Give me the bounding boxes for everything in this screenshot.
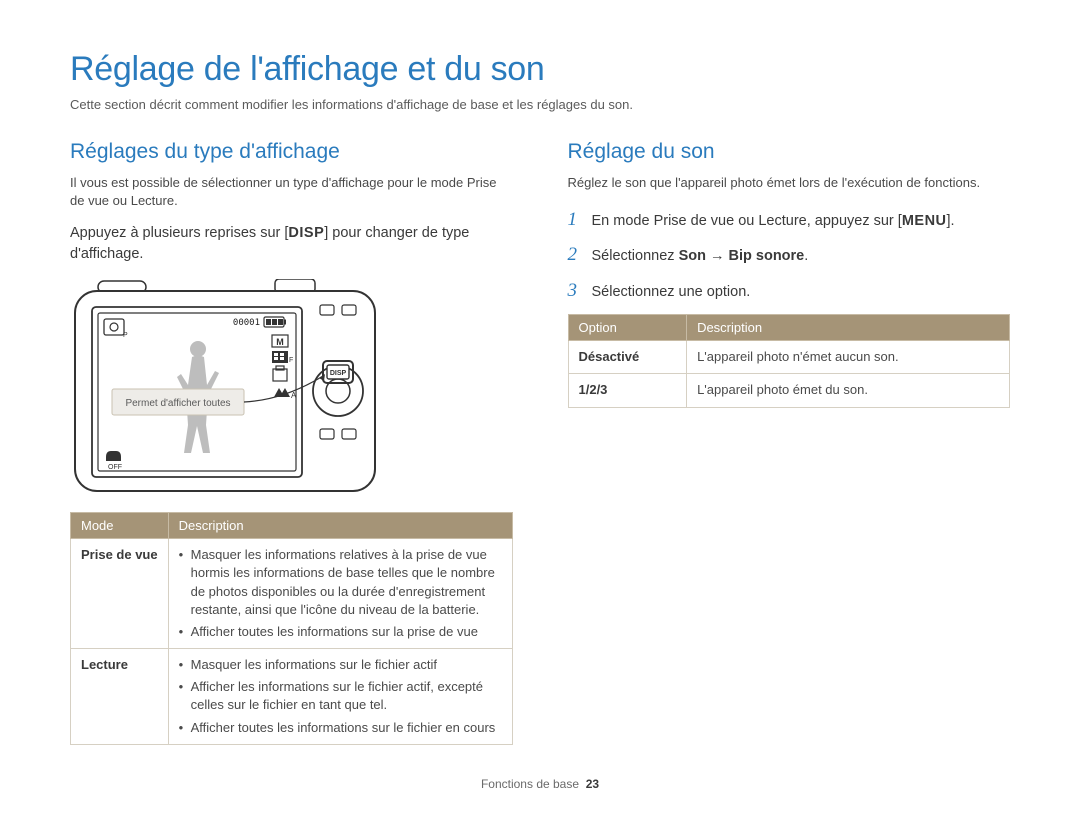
step-1: 1 En mode Prise de vue ou Lecture, appuy… bbox=[568, 206, 1011, 234]
desc-cell: L'appareil photo n'émet aucun son. bbox=[687, 341, 1010, 374]
instruction-pre: Appuyez à plusieurs reprises sur [ bbox=[70, 225, 288, 241]
step-number: 3 bbox=[568, 277, 584, 305]
two-column-layout: Réglages du type d'affichage Il vous est… bbox=[70, 140, 1010, 745]
list-item: Afficher toutes les informations sur le … bbox=[179, 719, 502, 737]
svg-text:A: A bbox=[291, 391, 297, 400]
table-row: 1/2/3 L'appareil photo émet du son. bbox=[568, 374, 1010, 407]
disp-instruction: Appuyez à plusieurs reprises sur [DISP] … bbox=[70, 223, 513, 265]
list-item: Masquer les informations sur le fichier … bbox=[179, 656, 502, 674]
sound-desc: Réglez le son que l'appareil photo émet … bbox=[568, 174, 1011, 192]
table-header-description: Description bbox=[687, 315, 1010, 341]
page-footer: Fonctions de base 23 bbox=[0, 777, 1080, 791]
step-2: 2 Sélectionnez Son → Bip sonore. bbox=[568, 241, 1011, 269]
step1-post: ]. bbox=[947, 213, 955, 229]
page-intro: Cette section décrit comment modifier le… bbox=[70, 97, 1010, 112]
desc-cell: Masquer les informations sur le fichier … bbox=[168, 649, 512, 745]
step2-post: . bbox=[804, 248, 808, 264]
step2-pre: Sélectionnez bbox=[592, 248, 679, 264]
table-row: Prise de vue Masquer les informations re… bbox=[71, 539, 513, 649]
step1-pre: En mode Prise de vue ou Lecture, appuyez… bbox=[592, 213, 902, 229]
step2-son: Son bbox=[679, 248, 706, 264]
desc-cell: Masquer les informations relatives à la … bbox=[168, 539, 512, 649]
page-title: Réglage de l'affichage et du son bbox=[70, 50, 1010, 89]
sound-steps: 1 En mode Prise de vue ou Lecture, appuy… bbox=[568, 206, 1011, 305]
step-number: 1 bbox=[568, 206, 584, 234]
desc-cell: L'appareil photo émet du son. bbox=[687, 374, 1010, 407]
list-item: Afficher toutes les informations sur la … bbox=[179, 623, 502, 641]
option-cell: 1/2/3 bbox=[568, 374, 687, 407]
arrow-icon: → bbox=[706, 248, 729, 264]
display-mode-table: Mode Description Prise de vue Masquer le… bbox=[70, 512, 513, 745]
table-header-option: Option bbox=[568, 315, 687, 341]
svg-text:F: F bbox=[289, 357, 293, 364]
table-header-mode: Mode bbox=[71, 513, 169, 539]
list-item: Masquer les informations relatives à la … bbox=[179, 546, 502, 619]
step-3: 3 Sélectionnez une option. bbox=[568, 277, 1011, 305]
table-header-description: Description bbox=[168, 513, 512, 539]
list-item: Afficher les informations sur le fichier… bbox=[179, 678, 502, 714]
mode-p-icon: P bbox=[123, 332, 128, 339]
camera-svg: P 00001 M F A bbox=[70, 279, 380, 494]
table-row: Désactivé L'appareil photo n'émet aucun … bbox=[568, 341, 1010, 374]
mode-cell: Lecture bbox=[71, 649, 169, 745]
disp-key: DISP bbox=[288, 225, 324, 241]
svg-text:M: M bbox=[276, 337, 284, 347]
disp-button-label: DISP bbox=[330, 370, 347, 377]
shot-counter: 00001 bbox=[233, 318, 260, 328]
display-type-desc: Il vous est possible de sélectionner un … bbox=[70, 174, 513, 209]
svg-text:OFF: OFF bbox=[108, 464, 122, 471]
step-number: 2 bbox=[568, 241, 584, 269]
camera-illustration: P 00001 M F A bbox=[70, 279, 380, 494]
step2-bip: Bip sonore bbox=[729, 248, 805, 264]
right-column: Réglage du son Réglez le son que l'appar… bbox=[568, 140, 1011, 745]
page-number: 23 bbox=[586, 777, 599, 791]
sound-option-table: Option Description Désactivé L'appareil … bbox=[568, 314, 1011, 407]
step3-text: Sélectionnez une option. bbox=[592, 282, 751, 303]
sound-heading: Réglage du son bbox=[568, 140, 1011, 164]
option-cell: Désactivé bbox=[568, 341, 687, 374]
footer-section: Fonctions de base bbox=[481, 777, 579, 791]
table-row: Lecture Masquer les informations sur le … bbox=[71, 649, 513, 745]
menu-key: MENU bbox=[902, 213, 947, 229]
left-column: Réglages du type d'affichage Il vous est… bbox=[70, 140, 513, 745]
mode-cell: Prise de vue bbox=[71, 539, 169, 649]
display-type-heading: Réglages du type d'affichage bbox=[70, 140, 513, 164]
camera-label-text: Permet d'afficher toutes bbox=[125, 398, 230, 409]
